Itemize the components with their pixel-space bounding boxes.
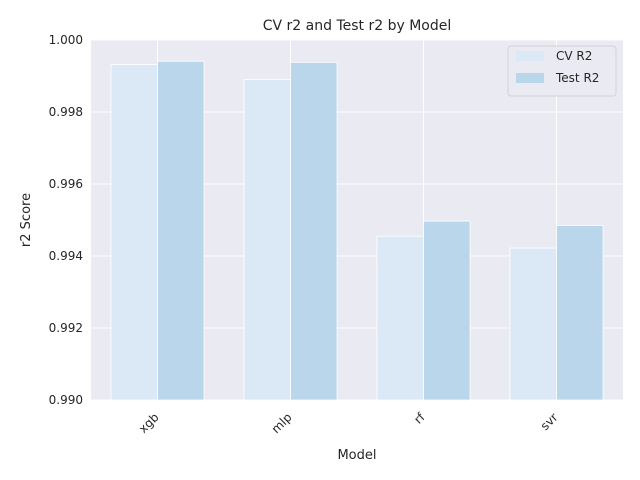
legend-label-test-r2: Test R2 — [555, 71, 599, 85]
bar-test-r2-rf — [423, 220, 471, 401]
bar-test-r2-svr — [556, 224, 604, 401]
legend: CV R2 Test R2 — [507, 45, 617, 97]
legend-swatch-test-r2 — [516, 73, 544, 83]
bar-test-r2-xgb — [157, 60, 205, 401]
x-tick-label-mlp: mlp — [269, 410, 295, 436]
legend-swatch-cv-r2 — [516, 51, 544, 61]
bar-cv-r2-rf — [376, 235, 424, 401]
x-tick-label-xgb: xgb — [136, 410, 162, 436]
y-tick-label: 1.000 — [49, 33, 83, 47]
bar-cv-r2-svr — [509, 247, 557, 401]
y-tick-labels: 0.990 0.992 0.994 0.996 0.998 1.000 — [49, 33, 83, 407]
y-tick-label: 0.992 — [49, 321, 83, 335]
x-tick-label-rf: rf — [411, 410, 428, 427]
bar-cv-r2-xgb — [110, 64, 158, 401]
bars — [110, 60, 604, 401]
bar-test-r2-mlp — [290, 61, 338, 401]
bar-cv-r2-mlp — [243, 79, 291, 401]
chart-title: CV r2 and Test r2 by Model — [263, 18, 452, 34]
y-tick-label: 0.998 — [49, 105, 83, 119]
x-tick-label-svr: svr — [538, 410, 561, 433]
y-tick-label: 0.990 — [49, 393, 83, 407]
y-axis-label: r2 Score — [19, 193, 34, 247]
legend-label-cv-r2: CV R2 — [556, 49, 592, 63]
x-tick-labels: xgb mlp rf svr — [136, 410, 561, 436]
x-axis-label: Model — [337, 448, 376, 463]
y-tick-label: 0.994 — [49, 249, 83, 263]
y-tick-label: 0.996 — [49, 177, 83, 191]
